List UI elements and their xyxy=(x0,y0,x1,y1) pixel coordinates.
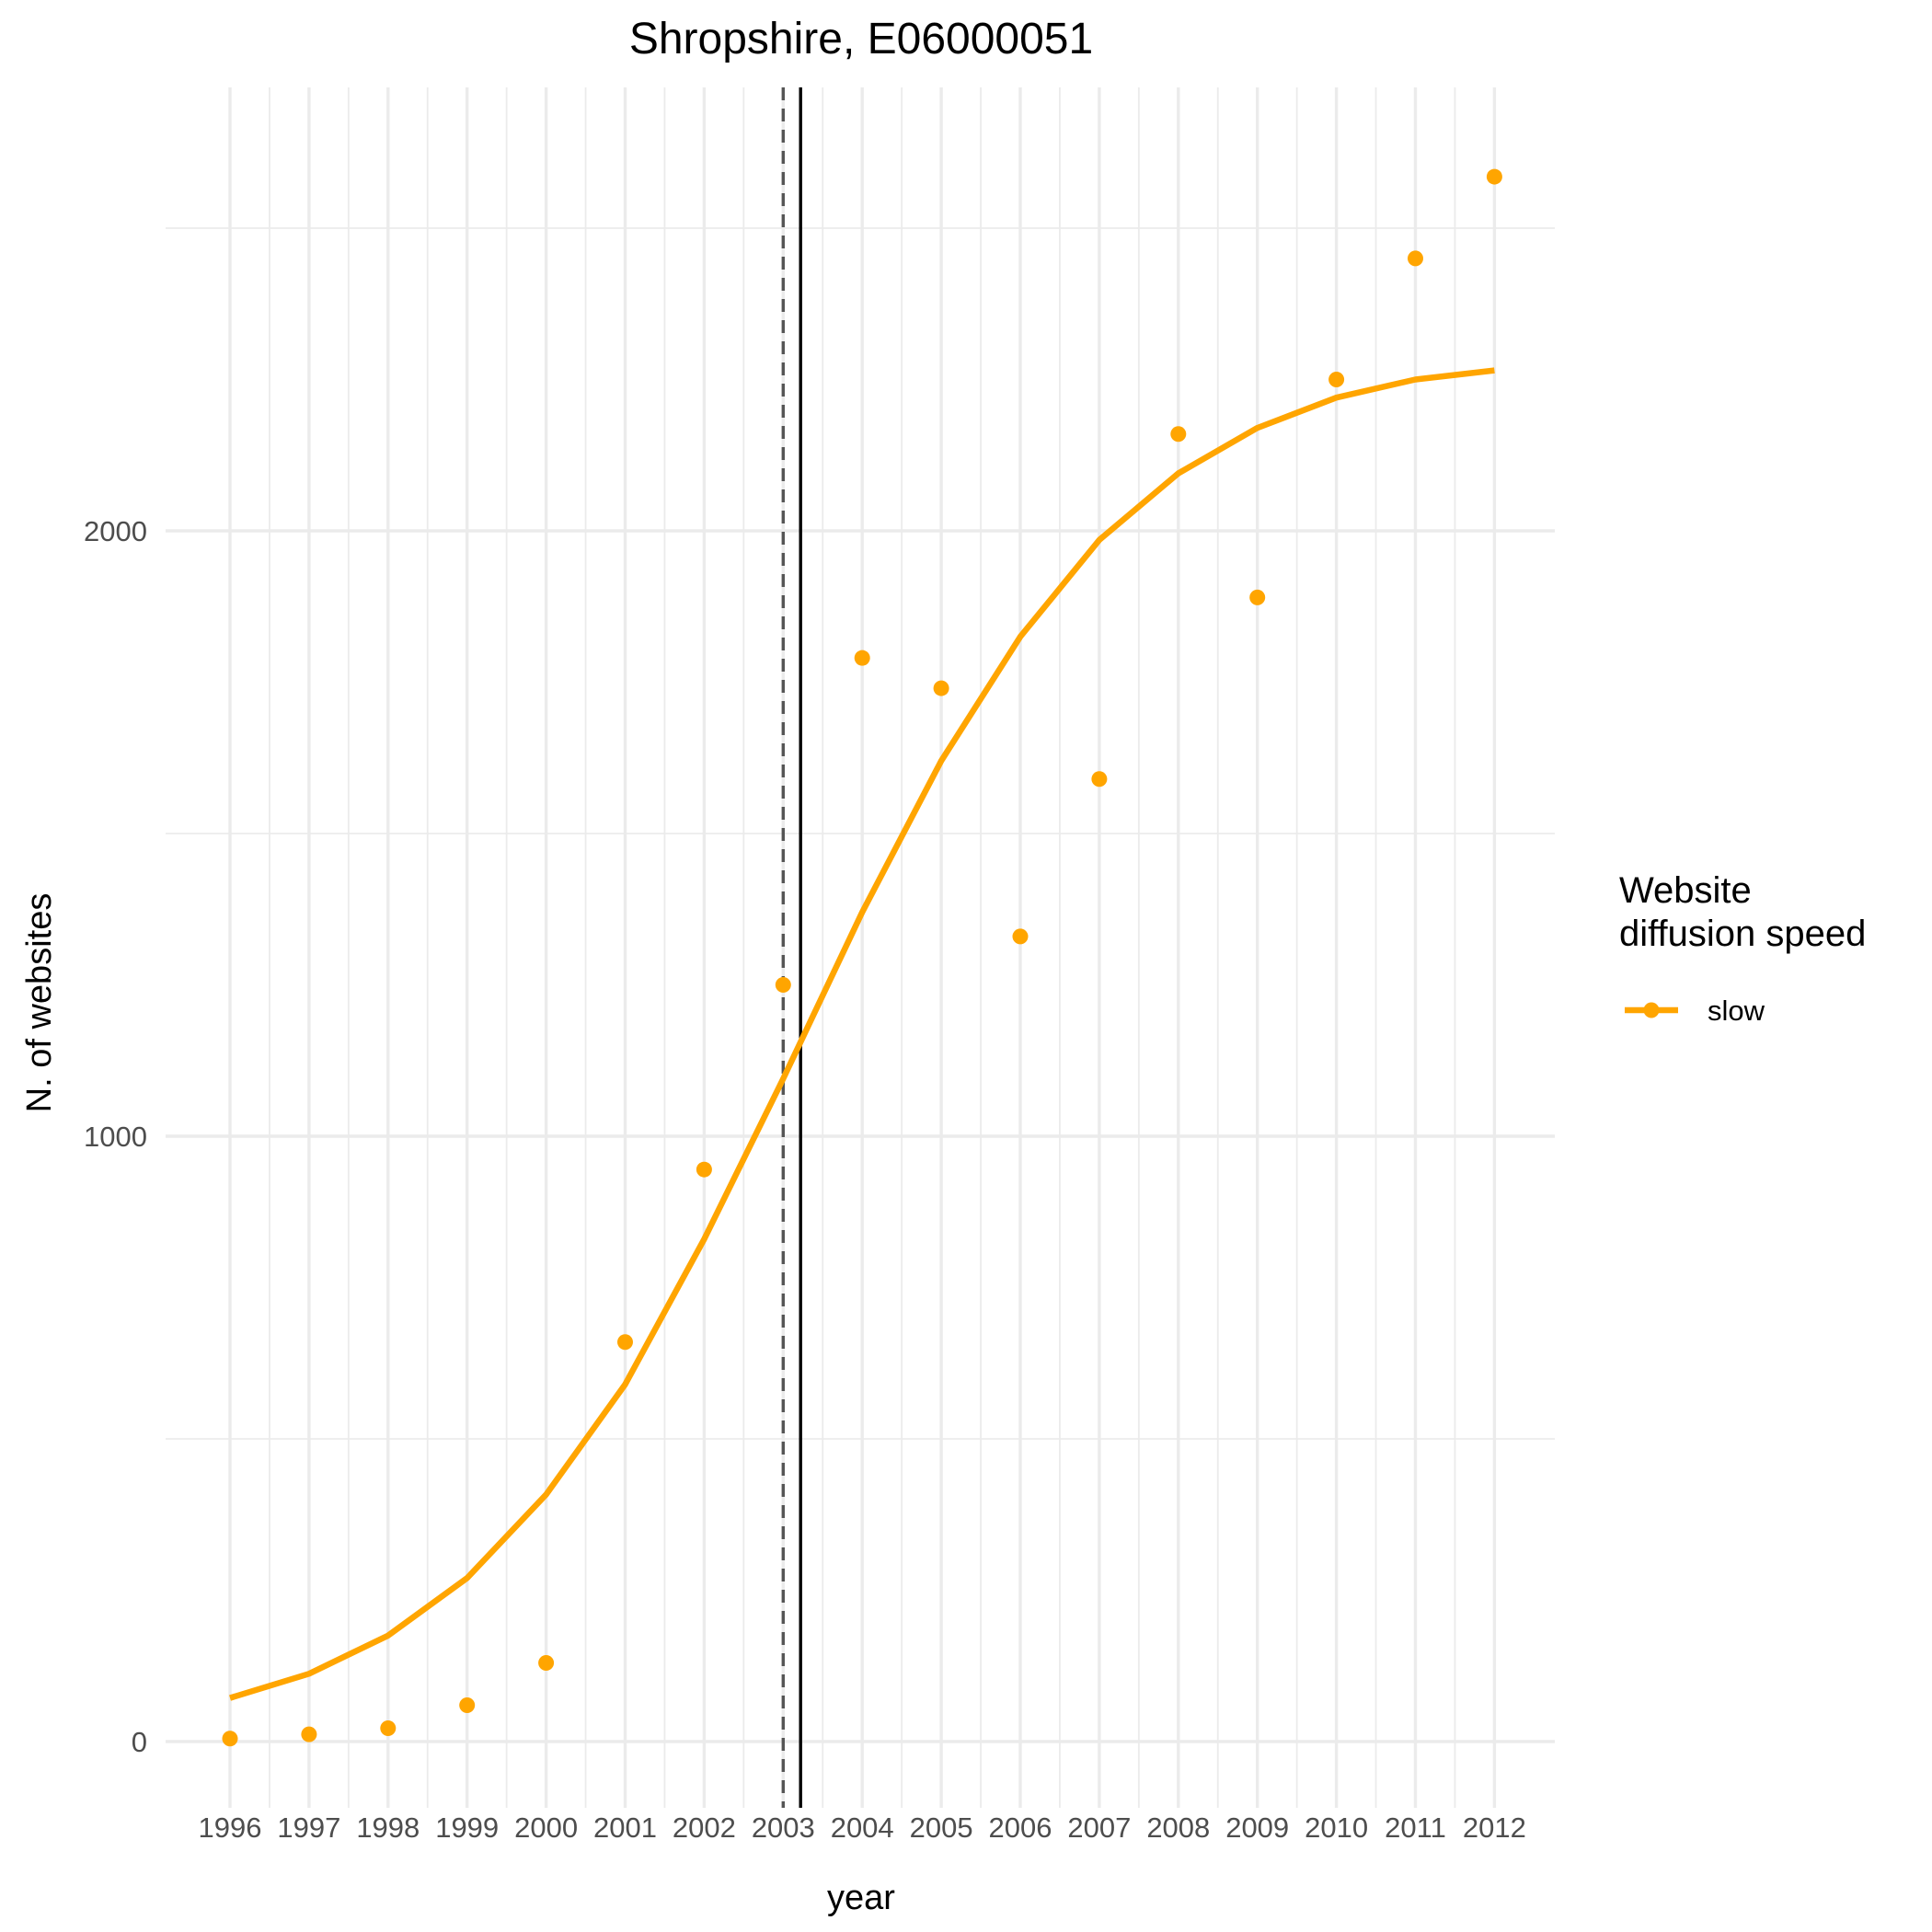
x-tick-label: 2004 xyxy=(831,1811,894,1844)
x-tick-label: 2012 xyxy=(1463,1811,1526,1844)
y-axis-title: N. of websites xyxy=(20,893,59,1113)
x-tick-label: 2009 xyxy=(1225,1811,1289,1844)
data-point-1999 xyxy=(459,1697,476,1714)
x-tick-label: 2011 xyxy=(1385,1811,1446,1844)
data-point-2005 xyxy=(933,680,949,696)
data-point-2002 xyxy=(696,1161,712,1178)
data-point-2009 xyxy=(1249,589,1266,605)
data-point-1998 xyxy=(380,1720,397,1737)
x-tick-label: 2001 xyxy=(593,1811,657,1844)
data-point-2001 xyxy=(617,1334,633,1351)
y-tick-label: 1000 xyxy=(84,1121,147,1153)
data-point-2000 xyxy=(538,1654,555,1671)
x-tick-label: 2003 xyxy=(752,1811,815,1844)
data-point-2004 xyxy=(854,650,870,666)
data-point-1996 xyxy=(222,1731,238,1747)
x-tick-label: 2006 xyxy=(989,1811,1052,1844)
x-tick-label: 2010 xyxy=(1305,1811,1368,1844)
legend-label-slow: slow xyxy=(1708,995,1765,1027)
x-tick-label: 1999 xyxy=(435,1811,499,1844)
data-point-2008 xyxy=(1170,426,1187,443)
legend-key-slow xyxy=(1625,1002,1678,1018)
major-gridlines xyxy=(166,87,1555,1808)
data-point-2006 xyxy=(1012,928,1029,945)
x-tick-label: 2002 xyxy=(673,1811,736,1844)
series-line-slow xyxy=(229,367,1495,1701)
data-point-1997 xyxy=(301,1726,317,1742)
data-point-2011 xyxy=(1408,250,1423,267)
legend: Website diffusion speed slow xyxy=(1619,870,1866,1027)
y-axis-ticks: 0 1000 2000 xyxy=(84,515,147,1758)
x-tick-label: 1998 xyxy=(356,1811,420,1844)
legend-title-line-2: diffusion speed xyxy=(1619,914,1866,954)
data-point-2003 xyxy=(775,977,791,993)
fitted-curve xyxy=(229,367,1495,1701)
x-tick-label: 2008 xyxy=(1146,1811,1210,1844)
x-axis-title: year xyxy=(827,1879,895,1917)
y-tick-label: 0 xyxy=(132,1726,147,1758)
legend-key-point xyxy=(1643,1002,1660,1018)
minor-gridlines xyxy=(166,87,1555,1808)
reference-lines xyxy=(781,87,802,1808)
data-point-2007 xyxy=(1091,771,1108,788)
data-point-2012 xyxy=(1486,168,1502,185)
x-tick-label: 2007 xyxy=(1067,1811,1131,1844)
legend-title-line-1: Website xyxy=(1619,870,1752,911)
y-tick-label: 2000 xyxy=(84,515,147,547)
observed-points xyxy=(222,168,1502,1747)
data-point-2010 xyxy=(1328,372,1345,387)
x-tick-label: 2005 xyxy=(910,1811,973,1844)
x-axis-ticks: 1996 1997 1998 1999 2000 2001 2002 2003 2004 2005… xyxy=(199,1811,1526,1844)
x-tick-label: 1996 xyxy=(199,1811,262,1844)
x-tick-label: 2000 xyxy=(514,1811,578,1844)
x-tick-label: 1997 xyxy=(277,1811,340,1844)
chart-title: Shropshire, E06000051 xyxy=(629,15,1093,63)
